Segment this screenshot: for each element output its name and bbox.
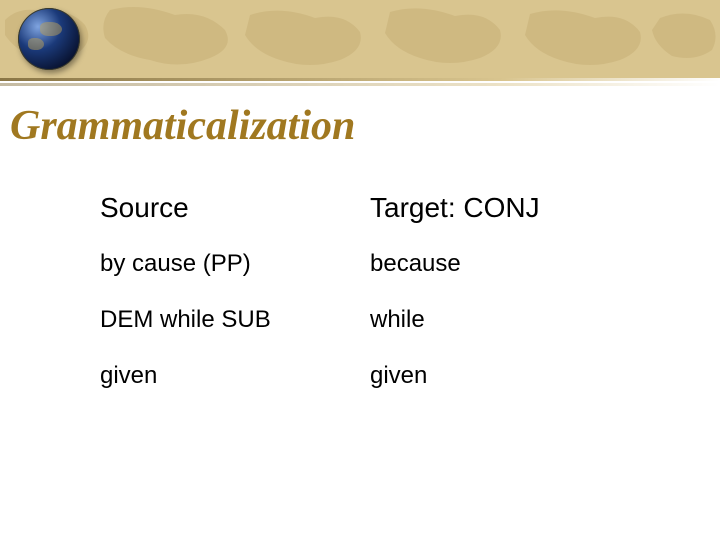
cell-source: by cause (PP) bbox=[100, 250, 370, 278]
cell-target: while bbox=[370, 306, 640, 334]
header-underline-2 bbox=[0, 83, 720, 86]
column-header-source: Source bbox=[100, 192, 370, 224]
header-underline bbox=[0, 78, 720, 81]
column-header-target: Target: CONJ bbox=[370, 192, 640, 224]
table-header-row: Source Target: CONJ bbox=[100, 180, 640, 236]
table-row: given given bbox=[100, 348, 640, 404]
cell-source: given bbox=[100, 362, 370, 390]
table-row: DEM while SUB while bbox=[100, 292, 640, 348]
header-band bbox=[0, 0, 720, 78]
cell-target: given bbox=[370, 362, 640, 390]
globe-icon bbox=[18, 8, 80, 70]
grammaticalization-table: Source Target: CONJ by cause (PP) becaus… bbox=[100, 180, 640, 404]
cell-target: because bbox=[370, 250, 640, 278]
table-row: by cause (PP) because bbox=[100, 236, 640, 292]
cell-source: DEM while SUB bbox=[100, 306, 370, 334]
world-map-silhouette bbox=[0, 0, 720, 78]
slide-title: Grammaticalization bbox=[10, 102, 355, 150]
